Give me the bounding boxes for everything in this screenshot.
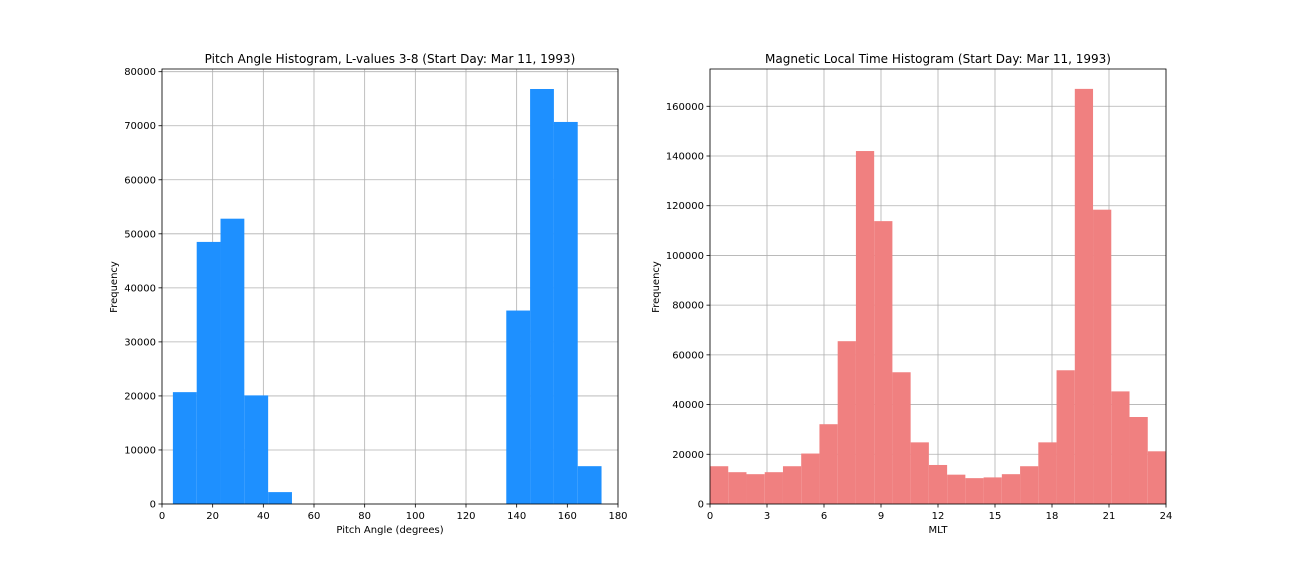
y-tick-label: 30000 (124, 337, 156, 348)
histogram-bar (577, 466, 602, 504)
x-tick-label: 9 (878, 511, 884, 522)
y-tick-label: 70000 (124, 121, 156, 132)
histogram-bar (530, 88, 554, 505)
histogram-bar (506, 310, 531, 504)
histogram-bar (268, 492, 292, 504)
histogram-bar (196, 241, 221, 504)
y-tick-label: 80000 (672, 301, 704, 312)
y-axis-label: Frequency (109, 261, 120, 313)
histogram-bar (855, 151, 875, 504)
x-tick-label: 80 (358, 511, 371, 522)
y-tick-label: 100000 (666, 251, 704, 262)
y-tick-label: 160000 (666, 102, 704, 113)
x-tick-label: 60 (308, 511, 321, 522)
x-axis-label: MLT (929, 525, 949, 536)
pitch-angle-histogram: 0 20 40 60 80 100 120 140 160 180 0 10000 20000 30000… (109, 52, 628, 536)
histogram-bar (764, 472, 783, 504)
histogram-bar (874, 221, 893, 504)
y-tick-label: 60000 (672, 350, 704, 361)
histogram-bar (983, 477, 1002, 504)
histogram-bar (947, 474, 966, 504)
x-tick-label: 180 (608, 511, 627, 522)
histogram-bar (220, 218, 245, 504)
y-tick-label: 20000 (672, 450, 704, 461)
x-tick-label: 0 (159, 511, 165, 522)
x-tick-label: 6 (821, 511, 827, 522)
chart-title: Pitch Angle Histogram, L-values 3-8 (Sta… (205, 52, 576, 66)
x-tick-label: 120 (456, 511, 475, 522)
histogram-bar (819, 424, 838, 504)
histogram-bar (172, 392, 197, 504)
histogram-bar (892, 372, 911, 504)
histogram-bar (1093, 209, 1112, 505)
y-tick-label: 120000 (666, 201, 704, 212)
histogram-bar (928, 464, 948, 504)
histogram-bar (728, 472, 747, 504)
histogram-bar (1147, 451, 1166, 504)
histogram-bar (244, 395, 269, 504)
y-tick-label: 140000 (666, 152, 704, 163)
x-tick-label: 18 (1046, 511, 1059, 522)
mlt-histogram: 0 3 6 9 12 15 18 21 24 0 20000 40000 60000 80000 10000… (651, 52, 1172, 536)
x-tick-label: 0 (707, 511, 713, 522)
x-tick-label: 140 (507, 511, 526, 522)
x-tick-label: 12 (932, 511, 945, 522)
histogram-bar (801, 453, 820, 504)
x-tick-label: 100 (406, 511, 425, 522)
histogram-bar (965, 478, 984, 504)
y-tick-label: 0 (150, 500, 156, 511)
x-tick-label: 21 (1103, 511, 1116, 522)
y-axis-label: Frequency (651, 261, 662, 313)
x-tick-label: 40 (257, 511, 270, 522)
y-tick-label: 10000 (124, 445, 156, 456)
histogram-bar (1001, 474, 1021, 504)
histogram-bar (1056, 370, 1075, 504)
x-axis-label: Pitch Angle (degrees) (336, 525, 443, 536)
x-tick-label: 3 (764, 511, 770, 522)
histogram-bar (782, 466, 802, 504)
chart-title: Magnetic Local Time Histogram (Start Day… (765, 52, 1111, 66)
y-tick-label: 80000 (124, 67, 156, 78)
axes-frame (161, 68, 619, 505)
y-tick-label: 50000 (124, 229, 156, 240)
histogram-bar (837, 341, 856, 504)
histogram-bar (1129, 417, 1148, 504)
histogram-bar (1020, 466, 1039, 504)
histogram-bar (746, 474, 765, 504)
y-tick-label: 40000 (124, 283, 156, 294)
y-tick-label: 20000 (124, 391, 156, 402)
x-tick-label: 20 (206, 511, 219, 522)
histogram-bar (553, 121, 578, 505)
histogram-bar (1111, 391, 1130, 504)
x-tick-label: 160 (558, 511, 577, 522)
histogram-bar (1038, 442, 1057, 504)
histogram-bar (1074, 88, 1094, 504)
x-tick-label: 24 (1160, 511, 1173, 522)
y-tick-label: 40000 (672, 400, 704, 411)
histogram-bar (710, 466, 729, 504)
y-tick-label: 60000 (124, 175, 156, 186)
y-tick-label: 0 (698, 500, 704, 511)
x-tick-label: 15 (989, 511, 1002, 522)
histogram-bar (910, 442, 929, 504)
